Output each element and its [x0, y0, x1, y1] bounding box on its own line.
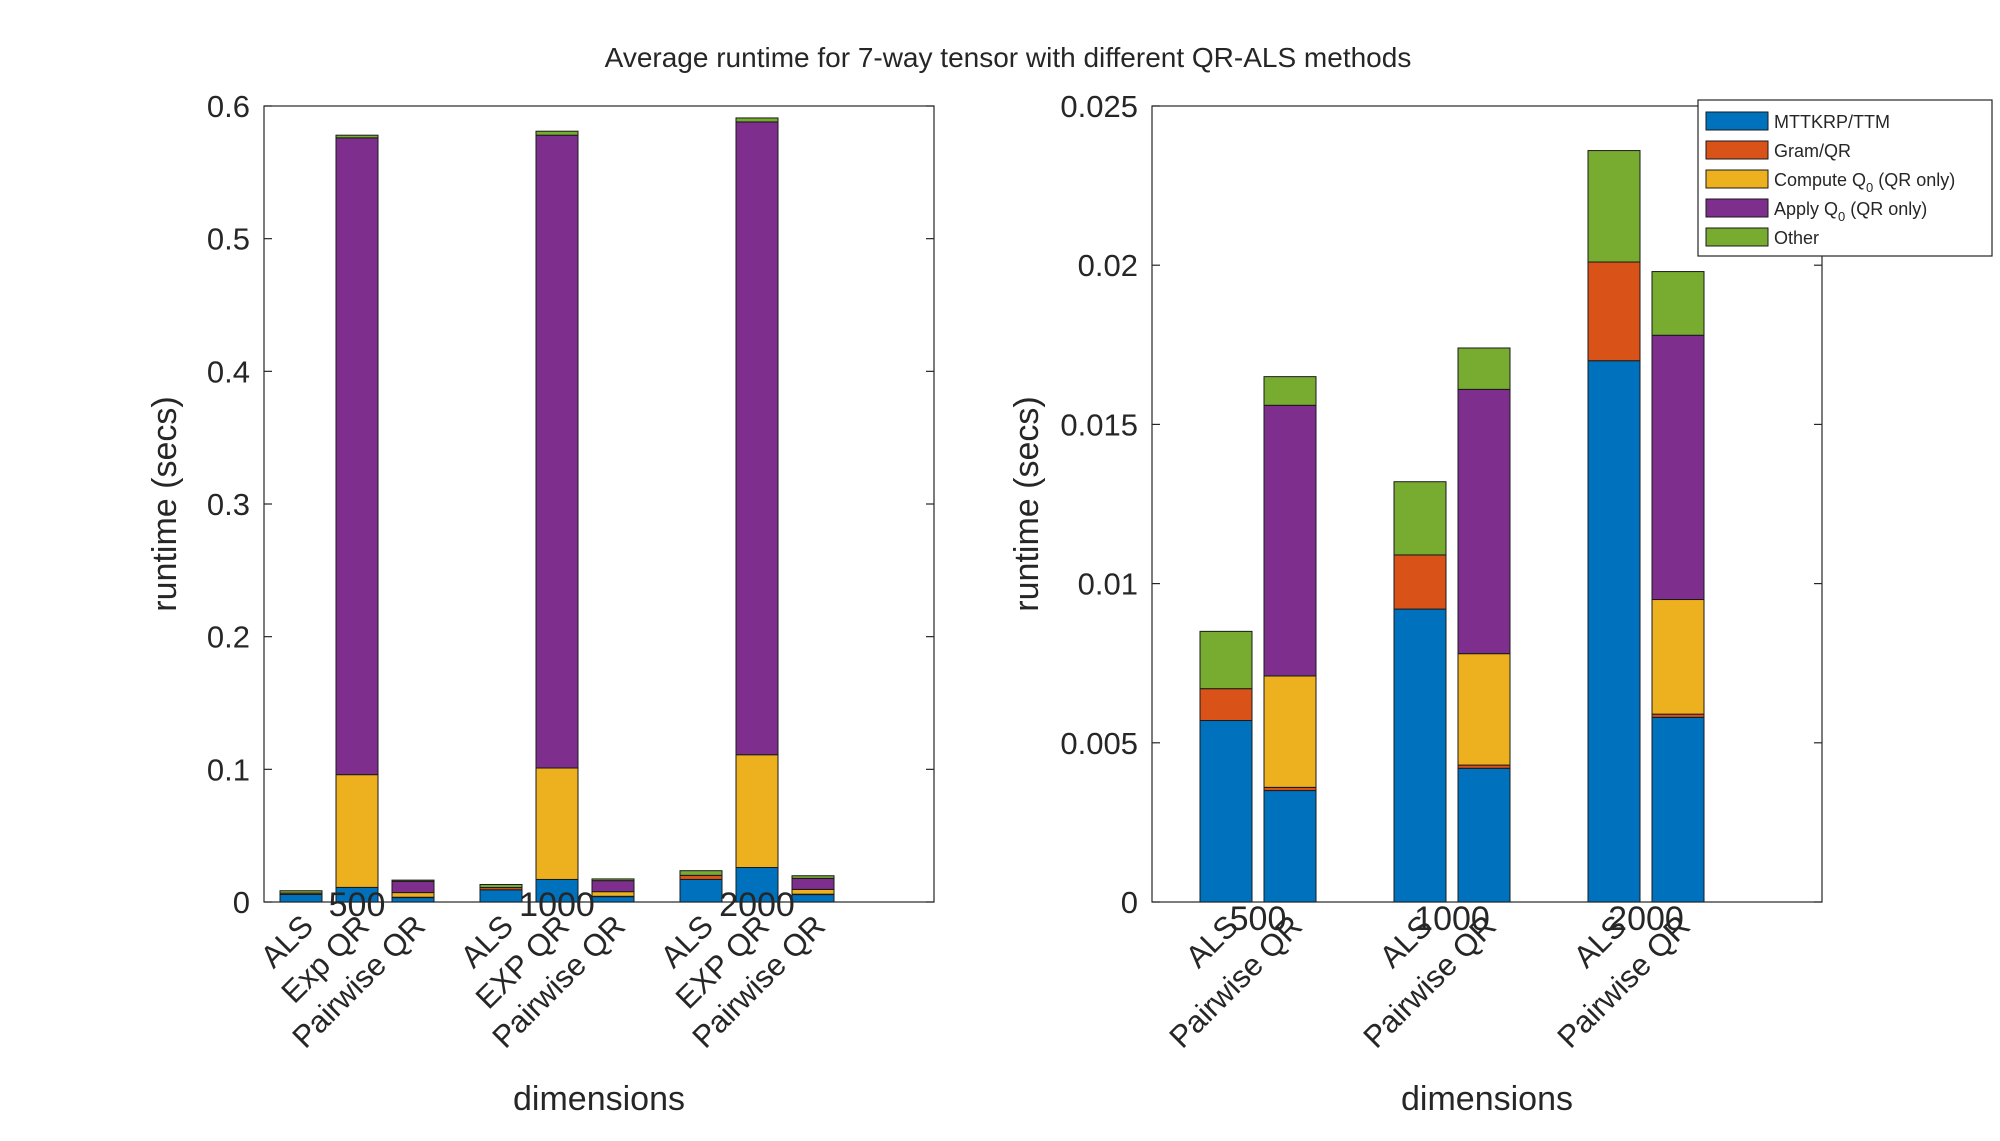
bar-segment	[679, 874, 723, 880]
bar-segment	[1263, 376, 1317, 406]
legend-swatch	[1705, 169, 1769, 189]
bar-segment	[479, 883, 523, 889]
legend-label-subscript: 0	[1838, 209, 1845, 224]
bar-segment	[535, 134, 579, 769]
x-category-label: 2000	[719, 886, 795, 924]
bar-segment	[535, 767, 579, 880]
bar-segment	[791, 875, 835, 879]
bar-segment	[1457, 388, 1511, 655]
bar-segment	[1393, 608, 1447, 903]
bar-segment	[591, 891, 635, 897]
bar-segment	[1651, 334, 1705, 601]
bar-segment	[391, 880, 435, 894]
y-tick-label: 0.3	[207, 487, 250, 522]
legend-swatch	[1705, 111, 1769, 131]
y-tick-label: 0.4	[207, 354, 250, 389]
legend-label-main: Apply Q	[1774, 199, 1838, 219]
legend-label: Other	[1774, 228, 1819, 248]
legend-label-subscript: 0	[1866, 180, 1873, 195]
x-category-label: 1000	[1414, 900, 1490, 938]
bar-segment	[735, 121, 779, 756]
x-category-label: 500	[329, 886, 386, 924]
bar-segment	[1263, 404, 1317, 677]
bar-segment	[1263, 675, 1317, 788]
bar-segment	[591, 880, 635, 893]
legend-label-suffix: (QR only)	[1873, 170, 1955, 190]
bar-segment	[1587, 360, 1641, 903]
legend-label: Apply Q0 (QR only)	[1774, 199, 1927, 224]
y-tick-label: 0.2	[207, 620, 250, 655]
bar-segment	[791, 877, 835, 890]
bar-segment	[1651, 599, 1705, 715]
y-tick-label: 0.6	[207, 89, 250, 124]
bar-segment	[1457, 767, 1511, 903]
y-axis-label: runtime (secs)	[1008, 396, 1046, 611]
x-axis-label: dimensions	[1401, 1080, 1573, 1118]
bar-segment	[791, 888, 835, 895]
legend-swatch	[1705, 198, 1769, 218]
x-category-label: 500	[1230, 900, 1287, 938]
bar-segment	[591, 878, 635, 882]
bar-segment	[335, 774, 379, 888]
y-tick-label: 0.015	[1060, 407, 1138, 442]
bar-segment	[391, 892, 435, 898]
legend-swatch	[1705, 140, 1769, 160]
bar-segment	[1457, 653, 1511, 766]
bar-segment	[1263, 790, 1317, 903]
legend-swatch	[1705, 227, 1769, 247]
bar-segment	[679, 870, 723, 876]
y-tick-label: 0	[1121, 885, 1138, 920]
bar-segment	[391, 879, 435, 882]
bar-segment	[1199, 688, 1253, 722]
bar-segment	[679, 878, 723, 903]
y-tick-label: 0.02	[1078, 248, 1138, 283]
y-tick-label: 0.025	[1060, 89, 1138, 124]
bar-segment	[1587, 150, 1641, 263]
figure-title: Average runtime for 7-way tensor with di…	[605, 42, 1412, 73]
bar-segment	[279, 893, 323, 903]
bar-segment	[735, 117, 779, 123]
bar-segment	[1651, 716, 1705, 903]
bar-segment	[535, 130, 579, 136]
bar-segment	[791, 893, 835, 903]
legend-label-suffix: (QR only)	[1845, 199, 1927, 219]
bar-segment	[1199, 720, 1253, 903]
legend-label-main: MTTKRP/TTM	[1774, 112, 1890, 132]
legend-label-main: Compute Q	[1774, 170, 1866, 190]
bar-segment	[279, 890, 323, 894]
y-axis-label: runtime (secs)	[146, 396, 184, 611]
legend-label: Compute Q0 (QR only)	[1774, 170, 1955, 195]
x-category-label: 1000	[519, 886, 595, 924]
legend-label-main: Other	[1774, 228, 1819, 248]
x-category-label: 2000	[1608, 900, 1684, 938]
y-tick-label: 0.01	[1078, 567, 1138, 602]
bar-segment	[735, 754, 779, 869]
bar-segment	[335, 134, 379, 139]
left-chart: 0 0.1 0.2 0.3 0.4 0.5 0.6 runtime (secs) dimensi…	[146, 89, 935, 1118]
x-axis-label: dimensions	[513, 1080, 685, 1118]
bar-segment	[1199, 630, 1253, 690]
y-tick-label: 0.005	[1060, 726, 1138, 761]
bar-segment	[1393, 554, 1447, 610]
legend-label: MTTKRP/TTM	[1774, 112, 1890, 132]
bar-segment	[1587, 261, 1641, 362]
legend-label: Gram/QR	[1774, 141, 1851, 161]
bar-segment	[1457, 347, 1511, 390]
bar-segment	[1393, 481, 1447, 556]
legend-label-main: Gram/QR	[1774, 141, 1851, 161]
bar-segment	[479, 889, 523, 903]
bar-segment	[335, 137, 379, 776]
bar-segment	[1651, 271, 1705, 336]
y-tick-label: 0.1	[207, 752, 250, 787]
y-tick-label: 0.5	[207, 222, 250, 257]
y-tick-label: 0	[233, 885, 250, 920]
